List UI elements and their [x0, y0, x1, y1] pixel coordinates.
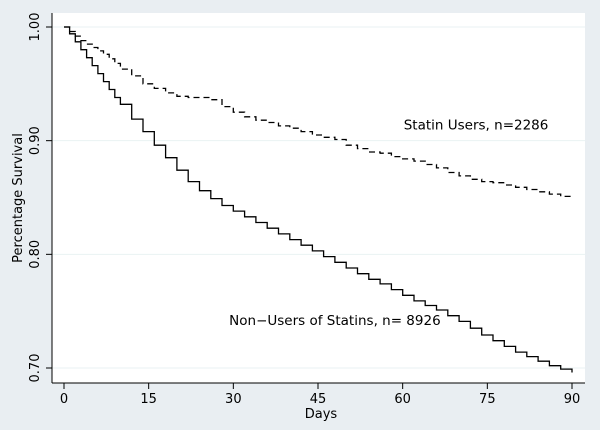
y-tick-label: 1.00 [28, 13, 43, 42]
series-non-users [64, 26, 573, 373]
annotation-statin-users: Statin Users, n=2286 [404, 117, 549, 133]
x-tick-label: 90 [564, 392, 581, 407]
plot-area [52, 13, 585, 383]
series-layer [64, 26, 573, 373]
y-axis-title: Percentage Survival [11, 133, 26, 263]
x-tick-label: 60 [394, 392, 411, 407]
y-tick-label: 0.90 [28, 126, 43, 155]
x-tick-label: 15 [140, 392, 157, 407]
y-axis-ticks: 0.70 0.80 0.90 1.00 [28, 13, 52, 383]
y-tick-label: 0.80 [28, 240, 43, 269]
annotations: Statin Users, n=2286 Non−Users of Statins… [229, 117, 548, 329]
gridlines [52, 26, 585, 369]
x-tick-label: 30 [225, 392, 242, 407]
x-axis-title: Days [305, 407, 338, 422]
annotation-non-users: Non−Users of Statins, n= 8926 [229, 313, 441, 329]
x-tick-label: 45 [310, 392, 327, 407]
x-axis-ticks: 0 15 30 45 60 75 90 [60, 383, 580, 407]
x-tick-label: 75 [479, 392, 496, 407]
series-statin-users [64, 26, 573, 199]
y-tick-label: 0.70 [28, 354, 43, 383]
x-tick-label: 0 [60, 392, 68, 407]
